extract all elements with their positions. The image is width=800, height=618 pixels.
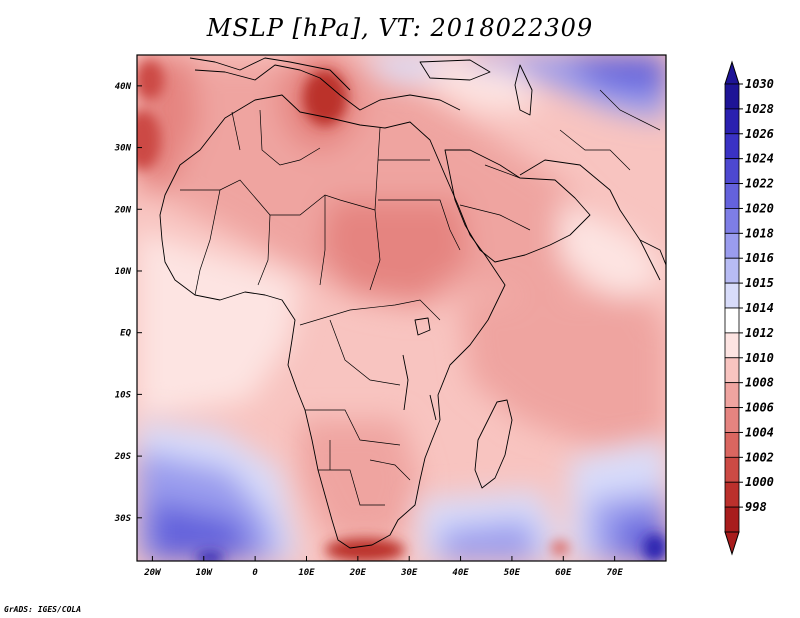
lat-tick-label: 20N bbox=[114, 205, 132, 215]
colorbar-label: 1006 bbox=[745, 401, 774, 415]
lon-tick-label: 20W bbox=[143, 568, 162, 578]
lon-tick-label: 70E bbox=[607, 568, 624, 578]
colorbar-label: 1002 bbox=[745, 450, 774, 464]
colorbar-swatch bbox=[724, 332, 740, 359]
colorbar-swatch bbox=[724, 432, 740, 458]
lon-tick-label: 60E bbox=[555, 568, 572, 578]
lon-tick-label: 50E bbox=[504, 568, 521, 578]
colorbar-label: 998 bbox=[745, 500, 767, 514]
lon-tick-label: 0 bbox=[252, 568, 258, 578]
pressure-field bbox=[137, 55, 666, 561]
borders bbox=[180, 89, 661, 506]
colorbar-swatch bbox=[724, 456, 740, 483]
colorbar: 1030 1028 1026 1024 1022 1020 1018 1016 1015 1014… bbox=[724, 60, 774, 556]
lon-tick-label: 10E bbox=[298, 568, 315, 578]
colorbar-label: 1026 bbox=[745, 127, 774, 141]
lon-tick-label: 40E bbox=[452, 568, 469, 578]
lat-tick-label: 10S bbox=[115, 390, 132, 400]
colorbar-label: 1016 bbox=[745, 251, 774, 265]
pressure-map: 20W 10W 0 10E 20E 30E 40E 50E 60E 70E 40N 30N 20N 10… bbox=[114, 54, 774, 578]
colorbar-swatch bbox=[724, 481, 740, 508]
map-frame bbox=[136, 54, 667, 562]
map-title: MSLP [hPa], VT: 2018022309 bbox=[206, 14, 594, 42]
lat-tick-label: 30S bbox=[114, 514, 132, 524]
colorbar-swatch bbox=[724, 208, 740, 234]
colorbar-label: 1018 bbox=[745, 226, 774, 240]
colorbar-bottom-arrow bbox=[724, 531, 740, 556]
colorbar-label: 1022 bbox=[745, 177, 774, 191]
colorbar-label: 1020 bbox=[745, 201, 774, 215]
colorbar-swatch bbox=[724, 83, 740, 110]
lon-tick-label: 10W bbox=[196, 568, 214, 578]
lat-axis: 40N 30N 20N 10N EQ 10S 20S 30S bbox=[114, 82, 142, 524]
colorbar-swatch bbox=[724, 382, 740, 408]
lon-tick-label: 30E bbox=[400, 568, 418, 578]
lon-axis: 20W 10W 0 10E 20E 30E 40E 50E 60E 70E bbox=[143, 556, 623, 578]
colorbar-label: 1024 bbox=[745, 152, 774, 166]
colorbar-swatch bbox=[724, 183, 740, 209]
credit-text: GrADS: IGES/COLA bbox=[4, 605, 82, 614]
colorbar-label: 1028 bbox=[745, 102, 774, 116]
lon-tick-label: 20E bbox=[349, 568, 367, 578]
colorbar-swatch bbox=[724, 232, 740, 259]
colorbar-swatch bbox=[724, 506, 740, 533]
colorbar-label: 1004 bbox=[745, 425, 774, 439]
colorbar-swatch bbox=[724, 407, 740, 433]
lat-tick-label: 10N bbox=[115, 267, 132, 277]
colorbar-swatch bbox=[724, 108, 740, 135]
lat-tick-label: 20S bbox=[114, 452, 132, 462]
colorbar-swatch bbox=[724, 357, 740, 384]
colorbar-swatch bbox=[724, 257, 740, 284]
colorbar-swatch bbox=[724, 307, 740, 334]
colorbar-label: 1014 bbox=[745, 301, 774, 315]
colorbar-swatch bbox=[724, 158, 740, 184]
colorbar-swatch bbox=[724, 282, 740, 309]
colorbar-label: 1015 bbox=[745, 276, 774, 290]
colorbar-swatch bbox=[724, 133, 740, 160]
colorbar-label: 1030 bbox=[745, 77, 774, 91]
colorbar-label: 1000 bbox=[745, 475, 774, 489]
colorbar-label: 1012 bbox=[745, 326, 774, 340]
lat-tick-label: EQ bbox=[120, 329, 131, 339]
lat-tick-label: 40N bbox=[115, 82, 132, 92]
coastlines bbox=[159, 57, 666, 549]
colorbar-top-arrow bbox=[724, 60, 740, 85]
lat-tick-label: 30N bbox=[114, 144, 132, 154]
colorbar-label: 1010 bbox=[745, 351, 774, 365]
colorbar-label: 1008 bbox=[745, 376, 774, 390]
